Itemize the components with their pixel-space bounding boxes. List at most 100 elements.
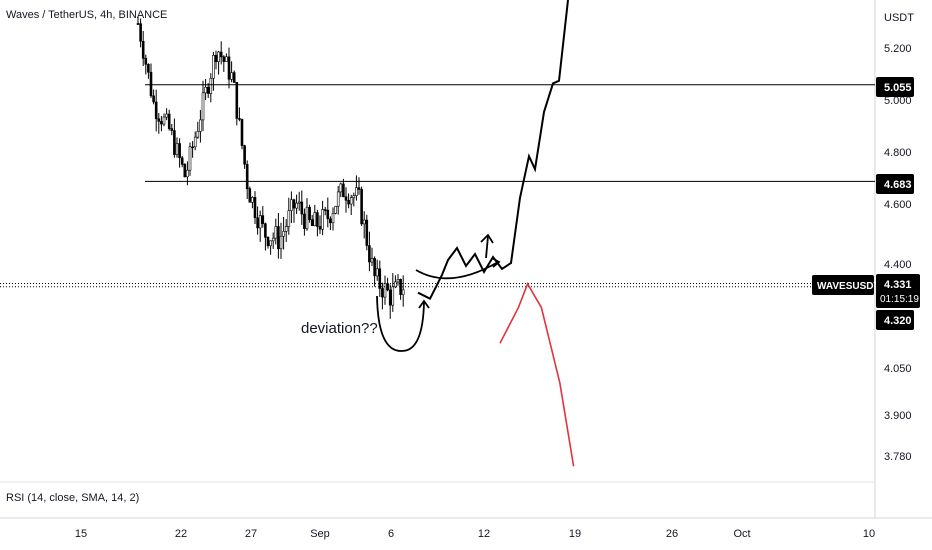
- candle: [251, 196, 254, 209]
- candle: [235, 82, 239, 126]
- candle: [180, 156, 184, 168]
- candles-group: [136, 16, 405, 319]
- price-tick: 4.050: [884, 363, 912, 375]
- time-tick: 15: [75, 528, 87, 540]
- candle: [201, 80, 205, 132]
- symbol-title: Waves / TetherUS, 4h, BINANCE: [6, 9, 168, 21]
- deviation-annotation: deviation??: [301, 320, 378, 337]
- candle: [157, 112, 161, 134]
- symbol-label: WAVESUSDT: [817, 281, 880, 292]
- candle: [191, 141, 194, 158]
- candle: [323, 206, 327, 216]
- candle: [378, 260, 382, 297]
- candle: [147, 63, 150, 79]
- price-ticks: 5.200 5.000 4.800 4.600 4.400 4.050 3.90…: [884, 43, 912, 463]
- candle: [269, 240, 272, 255]
- candle: [264, 222, 267, 251]
- time-tick: 27: [245, 528, 257, 540]
- candle: [305, 198, 309, 231]
- candle: [381, 282, 384, 310]
- candle: [331, 207, 335, 231]
- candle: [170, 124, 174, 136]
- candle: [162, 113, 166, 127]
- price-tick: 5.000: [884, 95, 912, 107]
- candle: [287, 197, 291, 235]
- candle: [258, 210, 262, 242]
- candle: [245, 160, 249, 199]
- candle: [196, 121, 200, 139]
- candle: [178, 138, 181, 168]
- projection-arrow-shaft: [485, 235, 489, 259]
- candle: [160, 115, 163, 132]
- candle: [375, 259, 379, 281]
- candle: [365, 214, 369, 251]
- candle: [149, 63, 153, 98]
- currency-label: USDT: [884, 12, 914, 24]
- candle: [355, 175, 358, 201]
- level-label-4320-bg: [876, 310, 914, 330]
- candle: [357, 177, 361, 195]
- candle: [394, 275, 397, 289]
- rsi-indicator-label[interactable]: RSI (14, close, SMA, 14, 2): [6, 492, 140, 504]
- candle: [362, 211, 366, 239]
- candle: [271, 232, 275, 249]
- candle: [396, 274, 400, 286]
- candle: [173, 118, 176, 158]
- base-arc-drawing: [415, 261, 499, 280]
- candle: [188, 142, 192, 176]
- candle: [238, 107, 241, 122]
- candle: [290, 191, 293, 224]
- candle: [282, 216, 285, 250]
- time-tick: 19: [569, 528, 581, 540]
- candle: [206, 83, 210, 99]
- time-tick: Oct: [733, 528, 750, 540]
- candle: [388, 284, 392, 319]
- candle: [175, 137, 179, 158]
- time-tick: 12: [478, 528, 490, 540]
- candle: [344, 187, 348, 213]
- candle: [347, 193, 350, 209]
- candle: [219, 41, 223, 65]
- candle: [225, 53, 228, 62]
- projection-arrowhead: [480, 233, 494, 244]
- candle: [401, 275, 405, 307]
- candle: [370, 247, 374, 267]
- candle: [227, 47, 231, 89]
- chart-background: [0, 0, 875, 518]
- price-tick: 4.400: [884, 259, 912, 271]
- candle: [165, 108, 168, 121]
- candle: [391, 273, 395, 312]
- price-tick: 3.900: [884, 410, 912, 422]
- candle: [316, 209, 319, 237]
- candle: [277, 213, 280, 259]
- price-tick: 4.800: [884, 147, 912, 159]
- candle: [266, 236, 270, 249]
- level-label-5055: 5.055: [884, 82, 912, 94]
- level-label-4683-bg: [876, 174, 914, 194]
- candle: [152, 89, 155, 105]
- time-ticks: 15 22 27 Sep 6 12 19 26 Oct 10: [75, 528, 875, 540]
- candle: [253, 191, 257, 224]
- level-label-4683: 4.683: [884, 179, 912, 191]
- bearish-projection-path: [499, 281, 575, 467]
- price-tick: 4.600: [884, 199, 912, 211]
- time-tick: Sep: [310, 528, 330, 540]
- candle: [339, 182, 343, 198]
- candle: [217, 50, 220, 75]
- candle: [313, 204, 317, 227]
- candle: [144, 54, 148, 75]
- candle: [209, 73, 213, 103]
- candle: [243, 144, 246, 169]
- time-tick: 10: [863, 528, 875, 540]
- candle: [373, 256, 376, 287]
- candle: [214, 50, 218, 70]
- candle: [308, 204, 311, 223]
- candle: [199, 109, 202, 143]
- candle: [349, 194, 353, 216]
- candle: [154, 89, 158, 132]
- candle: [310, 214, 314, 227]
- candle: [318, 215, 322, 234]
- candle: [352, 192, 356, 207]
- candle: [321, 200, 324, 236]
